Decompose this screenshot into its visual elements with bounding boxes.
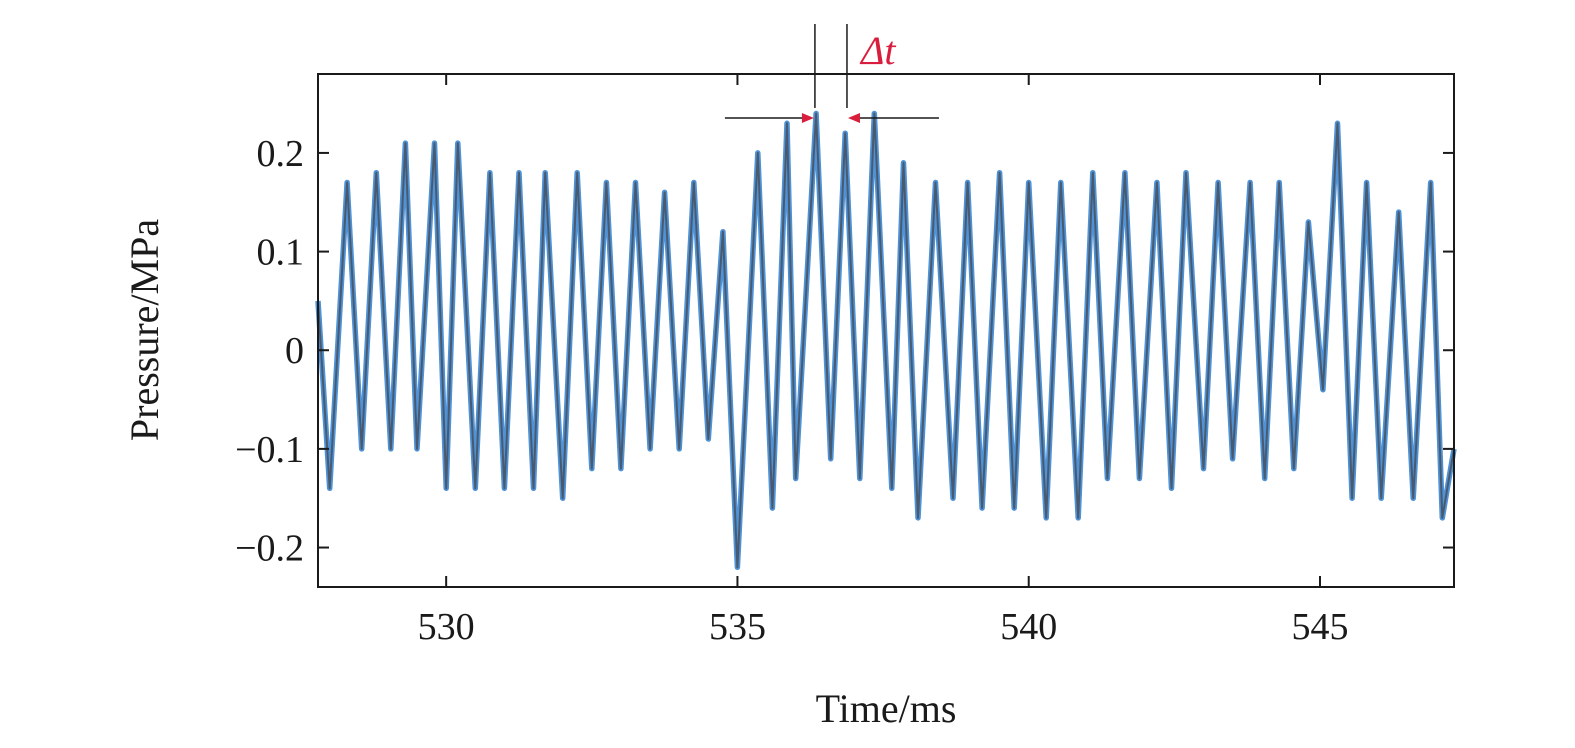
interval-label: Δt	[859, 28, 896, 73]
x-tick-label: 530	[418, 606, 475, 648]
y-axis-label: Pressure/MPa	[122, 219, 167, 441]
interval-arrow-left-head	[801, 113, 814, 123]
y-tick-label: 0.1	[257, 232, 305, 274]
y-tick-label: 0	[285, 330, 304, 372]
series-line-highlight	[315, 110, 1457, 571]
series-line	[317, 112, 1455, 569]
x-axis-label: Time/ms	[816, 686, 957, 731]
plot-frame	[317, 73, 1455, 588]
y-tick-label: 0.2	[257, 133, 305, 175]
x-tick-label: 545	[1292, 606, 1349, 648]
plot-lines	[315, 110, 1457, 571]
x-ticks: 530 535 540 545	[418, 74, 1349, 648]
y-tick-label: −0.2	[235, 528, 304, 570]
interval-arrow-right-head	[847, 113, 860, 123]
annotations: Δt	[724, 24, 939, 123]
x-tick-label: 535	[709, 606, 766, 648]
y-tick-label: −0.1	[235, 429, 304, 471]
y-ticks: 0.2 0.1 0 −0.1 −0.2	[235, 133, 1454, 570]
x-tick-label: 540	[1000, 606, 1057, 648]
